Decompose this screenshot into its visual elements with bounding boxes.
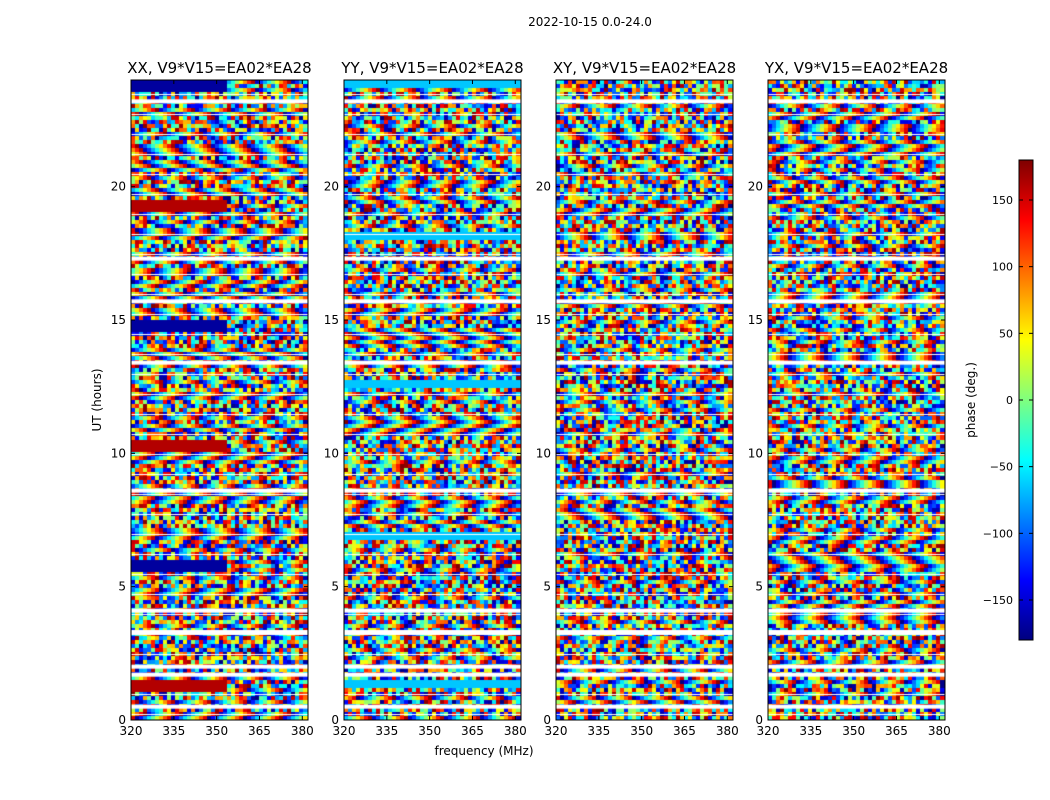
x-tick-label: 380: [928, 724, 951, 738]
y-tick-label: 0: [118, 713, 126, 727]
colorbar-tick-label: −50: [990, 461, 1013, 474]
x-tick-label: 320: [757, 724, 780, 738]
panel-title: XY, V9*V15=EA02*EA28: [553, 59, 736, 77]
y-tick-label: 5: [543, 580, 551, 594]
y-tick-label: 0: [543, 713, 551, 727]
y-tick-label: 10: [324, 446, 339, 460]
colorbar-tick-label: 0: [1006, 394, 1013, 407]
x-tick-label: 335: [799, 724, 822, 738]
x-tick-label: 335: [587, 724, 610, 738]
panel-1: XX, V9*V15=EA02*EA28 320 335 350 365 380 0 5 10 1…: [111, 59, 314, 738]
panel-frame: [555, 79, 734, 721]
panel-frame: [130, 79, 309, 721]
colorbar-ticks: 150 100 50 0 −50 −100 −150: [983, 194, 1033, 607]
x-tick-label: 350: [205, 724, 228, 738]
x-tick-label: 320: [120, 724, 143, 738]
x-tick-label: 350: [842, 724, 865, 738]
colorbar-tick-label: 150: [992, 194, 1013, 207]
y-tick-label: 5: [331, 580, 339, 594]
x-tick-label: 320: [333, 724, 356, 738]
y-tick-label: 20: [748, 180, 763, 194]
panel-title: YY, V9*V15=EA02*EA28: [340, 59, 523, 77]
colorbar-tick-label: 50: [999, 327, 1013, 340]
heatmap-canvas: [344, 80, 521, 720]
x-tick-label: 380: [504, 724, 527, 738]
colorbar-tick-label: 100: [992, 261, 1013, 274]
x-tick-label: 380: [291, 724, 314, 738]
heatmap-canvas: [768, 80, 945, 720]
x-tick-label: 335: [162, 724, 185, 738]
y-tick-label: 15: [536, 313, 551, 327]
y-tick-label: 10: [748, 446, 763, 460]
y-tick-label: 0: [331, 713, 339, 727]
y-tick-label: 15: [748, 313, 763, 327]
y-tick-label: 15: [111, 313, 126, 327]
y-tick-label: 10: [111, 446, 126, 460]
y-tick-label: 20: [324, 180, 339, 194]
x-tick-label: 365: [885, 724, 908, 738]
panel-2: YY, V9*V15=EA02*EA28 320 335 350 365 380 0 5 10 1…: [324, 59, 527, 738]
x-tick-label: 320: [545, 724, 568, 738]
panel-heatmap: [556, 80, 733, 720]
panel-heatmap: [344, 80, 521, 720]
y-tick-label: 0: [755, 713, 763, 727]
panel-4: YX, V9*V15=EA02*EA28 320 335 350 365 380 0 5 10 1…: [748, 59, 951, 738]
x-tick-label: 365: [248, 724, 271, 738]
x-tick-label: 350: [630, 724, 653, 738]
panels-group: XX, V9*V15=EA02*EA28 320 335 350 365 380 0 5 10 1…: [111, 59, 951, 738]
x-tick-label: 350: [418, 724, 441, 738]
panel-3: XY, V9*V15=EA02*EA28 320 335 350 365 380 0 5 10 1…: [536, 59, 739, 738]
heatmap-canvas: [556, 80, 733, 720]
colorbar-tick-label: −100: [983, 527, 1013, 540]
panel-heatmap: [768, 80, 945, 720]
y-tick-label: 10: [536, 446, 551, 460]
x-tick-label: 335: [375, 724, 398, 738]
x-axis-label: frequency (MHz): [434, 744, 533, 758]
panel-title: YX, V9*V15=EA02*EA28: [764, 59, 948, 77]
y-tick-label: 5: [755, 580, 763, 594]
figure-suptitle: 2022-10-15 0.0-24.0: [528, 15, 652, 29]
y-tick-label: 20: [536, 180, 551, 194]
panel-heatmap: [131, 80, 308, 720]
y-tick-label: 5: [118, 580, 126, 594]
colorbar-tick-label: −150: [983, 594, 1013, 607]
panel-frame: [767, 79, 946, 721]
x-tick-label: 365: [461, 724, 484, 738]
panel-title: XX, V9*V15=EA02*EA28: [127, 59, 311, 77]
colorbar: 150 100 50 0 −50 −100 −150 phase (deg.): [964, 159, 1034, 641]
x-tick-label: 365: [673, 724, 696, 738]
heatmap-canvas: [131, 80, 308, 720]
colorbar-label: phase (deg.): [964, 362, 978, 438]
y-tick-label: 15: [324, 313, 339, 327]
panel-frame: [343, 79, 522, 721]
y-tick-label: 20: [111, 180, 126, 194]
x-tick-label: 380: [716, 724, 739, 738]
y-axis-label: UT (hours): [90, 368, 104, 431]
